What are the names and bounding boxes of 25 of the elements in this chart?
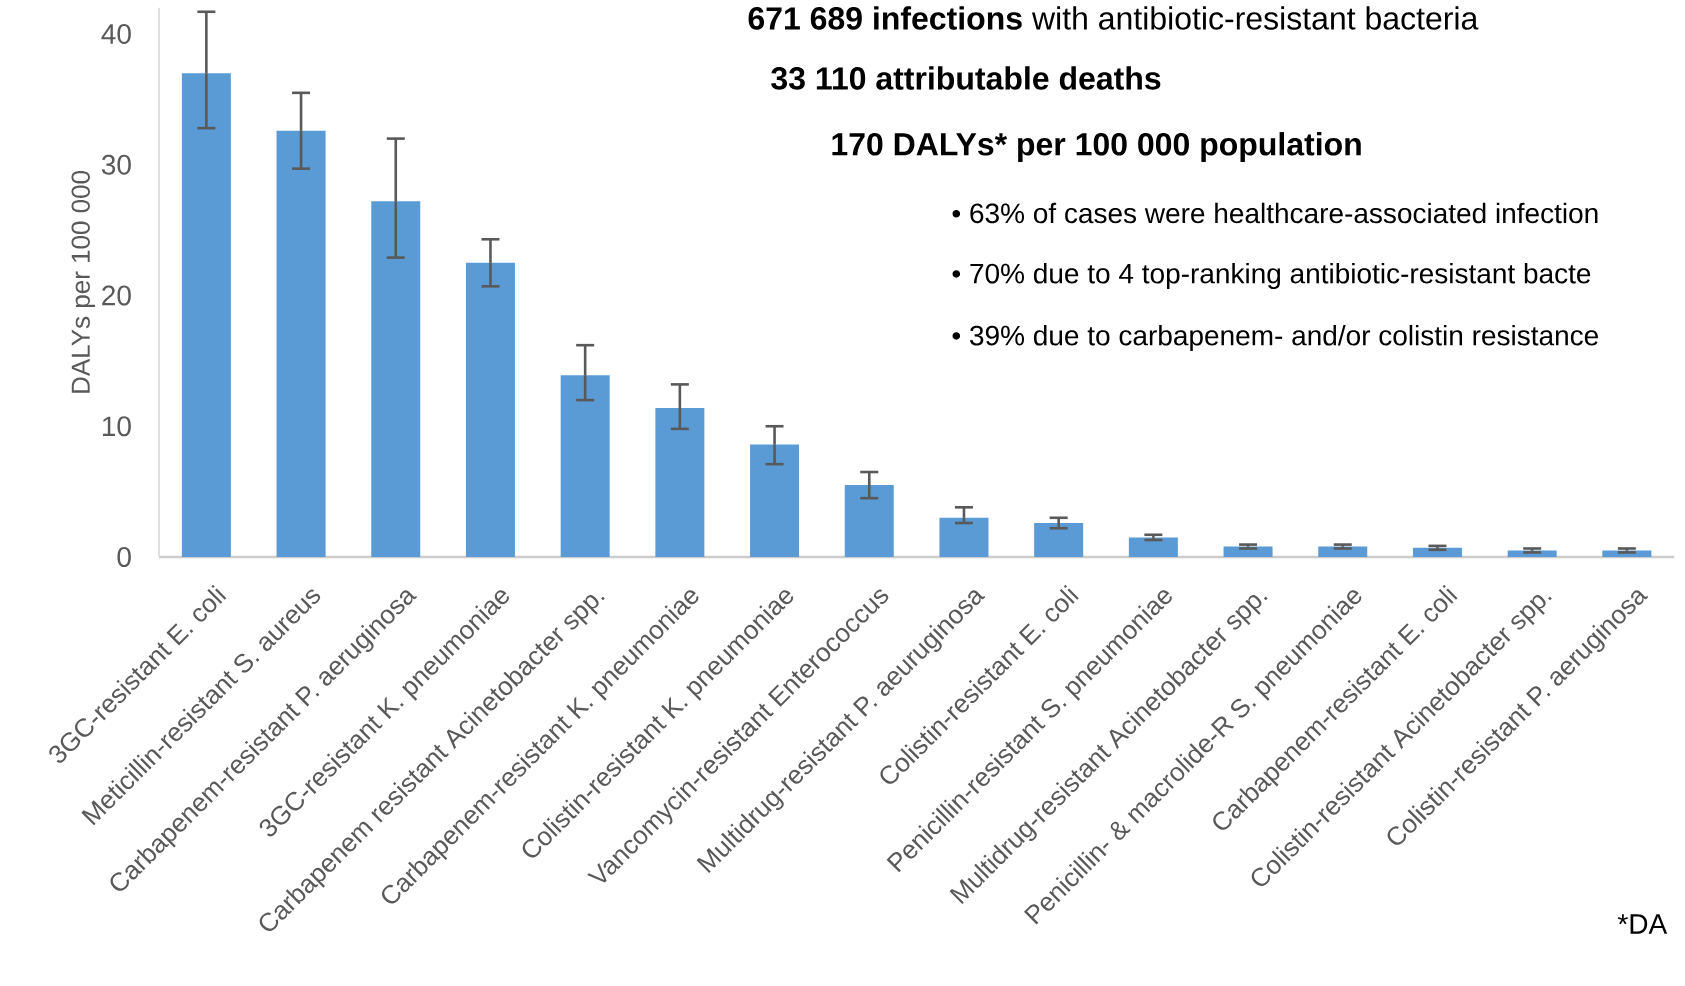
y-tick-label: 30: [101, 154, 131, 175]
annotation: • 70% due to 4 top-ranking antibiotic-resistant bacte: [952, 262, 1591, 290]
bar: [371, 201, 421, 557]
bar: [1412, 547, 1462, 557]
bar: [1128, 537, 1178, 557]
bar: [1034, 523, 1084, 557]
y-tick-label: 20: [102, 285, 131, 306]
annotation: • 63% of cases were healthcare-associated infection: [952, 202, 1598, 224]
annotation: 671 689 infections with antibiotic-resistant bacteria: [748, 6, 1479, 30]
bar: [181, 73, 231, 557]
annotation: • 39% due to carbapenem- and/or colistin resistance: [952, 324, 1598, 352]
y-tick-label: 40: [101, 24, 131, 44]
bar: [560, 375, 610, 557]
y-axis-title: DALYs per 100 000: [71, 170, 96, 393]
bar: [276, 130, 326, 557]
bar: [939, 517, 989, 557]
bar: [844, 485, 894, 557]
text: *DA: [1617, 914, 1668, 934]
annotation: 170 DALYs* per 100 000 population: [832, 132, 1361, 162]
bar: [655, 407, 705, 557]
annotation: 33 110 attributable deaths: [771, 66, 1161, 90]
bar: [465, 262, 515, 557]
y-tick-label: 10: [102, 416, 131, 437]
bar: [750, 444, 800, 557]
y-tick-label: 0: [117, 547, 131, 567]
